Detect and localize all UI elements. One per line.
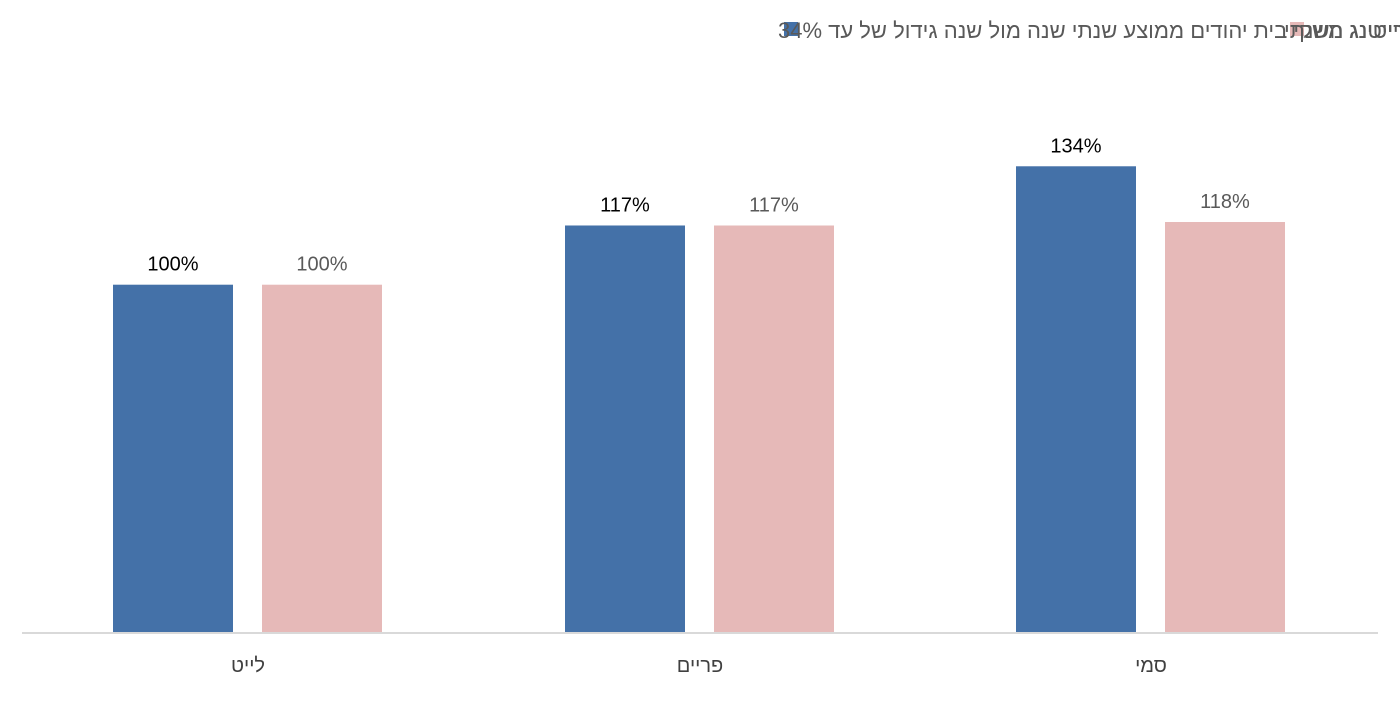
category-labels-group: לייט פריים סמי: [231, 655, 1167, 677]
category-label-3: סמי: [1135, 655, 1167, 677]
data-label-series-2-category-1: 100%: [296, 254, 347, 276]
data-labels-group: 100% 117% 134% 100% 117% 118%: [147, 135, 1250, 275]
category-label-2: פריים: [677, 655, 723, 677]
data-label-series-2-category-2: 117%: [749, 194, 799, 216]
legend-label-series-1: רייטינג משקי בית יהודים ממוצע שנתי שנה מ…: [778, 18, 1400, 43]
legend-label-series-2: צפייה רוסית 18+ גידול של עד 18% ברייטנג …: [1284, 18, 1400, 43]
legend-swatch-series-1: [784, 22, 798, 36]
bar-series-1-category-2: [565, 225, 685, 633]
data-label-series-1-category-3: 134%: [1050, 135, 1101, 157]
bar-series-1-category-3: [1016, 166, 1136, 633]
bar-series-1-category-1: [113, 284, 233, 633]
legend-swatch-series-2: [1290, 22, 1304, 36]
bars-group: [113, 166, 1285, 634]
bar-series-2-category-1: [262, 284, 382, 633]
bar-series-2-category-3: [1165, 222, 1285, 634]
legend: צפייה רוסית 18+ גידול של עד 18% ברייטנג …: [778, 18, 1400, 43]
data-label-series-2-category-3: 118%: [1200, 191, 1250, 213]
data-label-series-1-category-1: 100%: [147, 254, 198, 276]
data-label-series-1-category-2: 117%: [600, 194, 650, 216]
category-label-1: לייט: [231, 655, 265, 677]
bar-series-2-category-2: [714, 225, 834, 633]
